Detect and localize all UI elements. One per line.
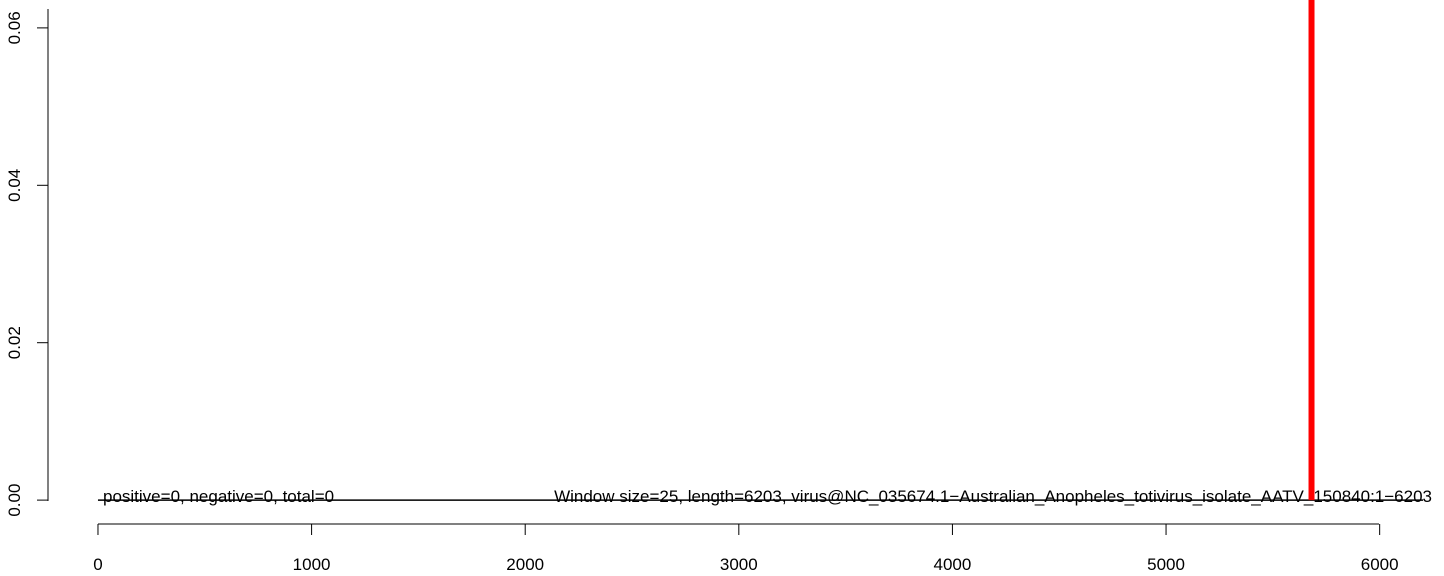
annotation: Window size=25, length=6203, virus@NC_03… bbox=[554, 487, 1432, 506]
x-tick-label: 4000 bbox=[934, 555, 972, 574]
x-tick-label: 0 bbox=[93, 555, 102, 574]
x-tick-label: 6000 bbox=[1361, 555, 1399, 574]
annotation: positive=0, negative=0, total=0 bbox=[103, 487, 334, 506]
x-tick-label: 1000 bbox=[293, 555, 331, 574]
y-tick-label: 0.02 bbox=[5, 326, 24, 359]
x-tick-label: 2000 bbox=[506, 555, 544, 574]
x-tick-label: 5000 bbox=[1147, 555, 1185, 574]
y-tick-label: 0.00 bbox=[5, 484, 24, 517]
x-tick-label: 3000 bbox=[720, 555, 758, 574]
y-tick-label: 0.04 bbox=[5, 169, 24, 202]
y-tick-label: 0.06 bbox=[5, 11, 24, 44]
